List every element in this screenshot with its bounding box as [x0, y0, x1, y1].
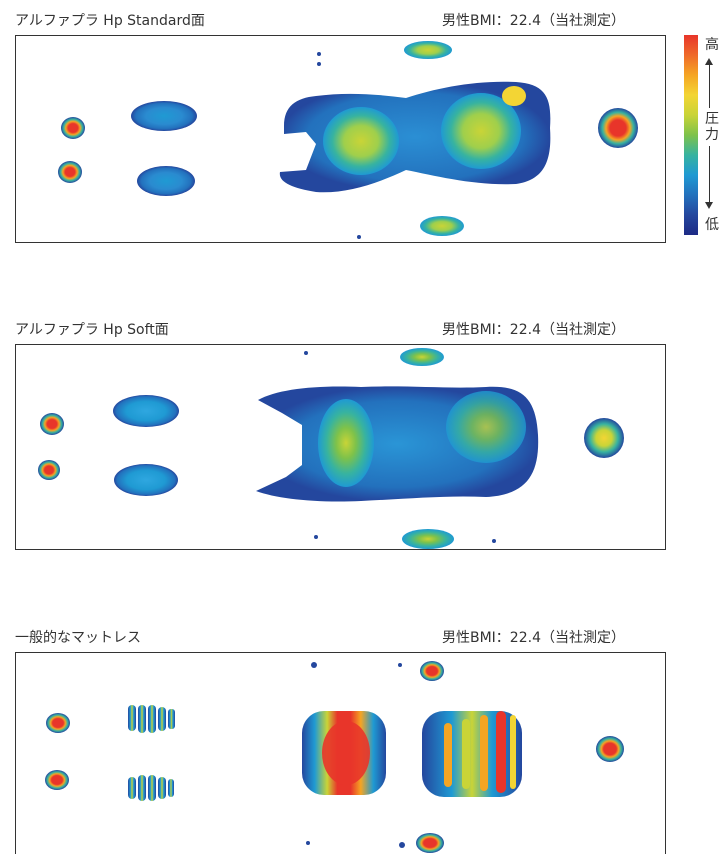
arrow-up-icon — [705, 58, 713, 65]
sensor-spot — [45, 770, 69, 790]
sensor-spot — [148, 775, 156, 801]
sensor-spot — [58, 161, 82, 183]
sensor-spot — [510, 715, 516, 789]
sensor-spot — [420, 216, 464, 236]
pressure-map-soft — [15, 344, 666, 550]
sensor-spot — [584, 418, 624, 458]
legend-low-label: 低 — [705, 217, 719, 233]
sensor-spot — [138, 775, 146, 801]
sensor-spot — [441, 93, 521, 169]
sensor-spot — [480, 715, 488, 791]
sensor-spot — [137, 166, 195, 196]
sensor-spot — [314, 535, 318, 539]
legend-pressure-label-2: 力 — [705, 127, 719, 143]
panel-2-title: アルファプラ Hp Soft面 — [15, 322, 169, 338]
sensor-spot — [131, 101, 197, 131]
sensor-spot — [402, 529, 454, 549]
sensor-spot — [399, 842, 405, 848]
panel-1-title: アルファプラ Hp Standard面 — [15, 13, 205, 29]
sensor-spot — [416, 833, 444, 853]
sensor-spot — [420, 661, 444, 681]
sensor-spot — [61, 117, 85, 139]
sensor-spot — [317, 62, 321, 66]
sensor-spot — [422, 711, 522, 797]
pressure-color-scale — [684, 35, 698, 235]
sensor-spot — [138, 705, 146, 733]
sensor-spot — [168, 709, 175, 729]
legend-high-label: 高 — [705, 37, 719, 53]
pressure-map-general — [15, 652, 666, 854]
sensor-spot — [598, 108, 638, 148]
pressure-heatmap-standard — [58, 41, 638, 239]
sensor-spot — [398, 663, 402, 667]
pressure-heatmap-soft — [38, 348, 624, 549]
legend-pressure-label-1: 圧 — [705, 111, 719, 127]
sensor-spot — [304, 351, 308, 355]
sensor-spot — [462, 719, 470, 789]
sensor-spot — [322, 721, 370, 785]
sensor-spot — [128, 705, 136, 731]
pressure-heatmap-general — [45, 661, 624, 853]
sensor-spot — [596, 736, 624, 762]
sensor-spot — [496, 711, 506, 793]
sensor-spot — [148, 705, 156, 733]
legend-line-bottom — [709, 146, 710, 202]
sensor-spot — [158, 707, 166, 731]
sensor-spot — [404, 41, 452, 59]
sensor-spot — [38, 460, 60, 480]
sensor-spot — [444, 723, 452, 787]
panel-1-note: 男性BMI：22.4（当社測定） — [442, 13, 625, 29]
panel-3-title: 一般的なマットレス — [15, 630, 141, 646]
arrow-down-icon — [705, 202, 713, 209]
pressure-map-standard — [15, 35, 666, 243]
sensor-spot — [128, 777, 136, 799]
panel-3-note: 男性BMI：22.4（当社測定） — [442, 630, 625, 646]
sensor-spot — [357, 235, 361, 239]
sensor-spot — [113, 395, 179, 427]
sensor-spot — [318, 399, 374, 487]
sensor-spot — [446, 391, 526, 463]
sensor-spot — [40, 413, 64, 435]
sensor-spot — [46, 713, 70, 733]
sensor-spot — [323, 107, 399, 175]
sensor-spot — [502, 86, 526, 106]
sensor-spot — [492, 539, 496, 543]
sensor-spot — [168, 779, 174, 797]
legend-line-top — [709, 64, 710, 108]
sensor-spot — [158, 777, 166, 799]
sensor-spot — [311, 662, 317, 668]
sensor-spot — [317, 52, 321, 56]
sensor-spot — [306, 841, 310, 845]
sensor-spot — [114, 464, 178, 496]
sensor-spot — [400, 348, 444, 366]
panel-2-note: 男性BMI：22.4（当社測定） — [442, 322, 625, 338]
